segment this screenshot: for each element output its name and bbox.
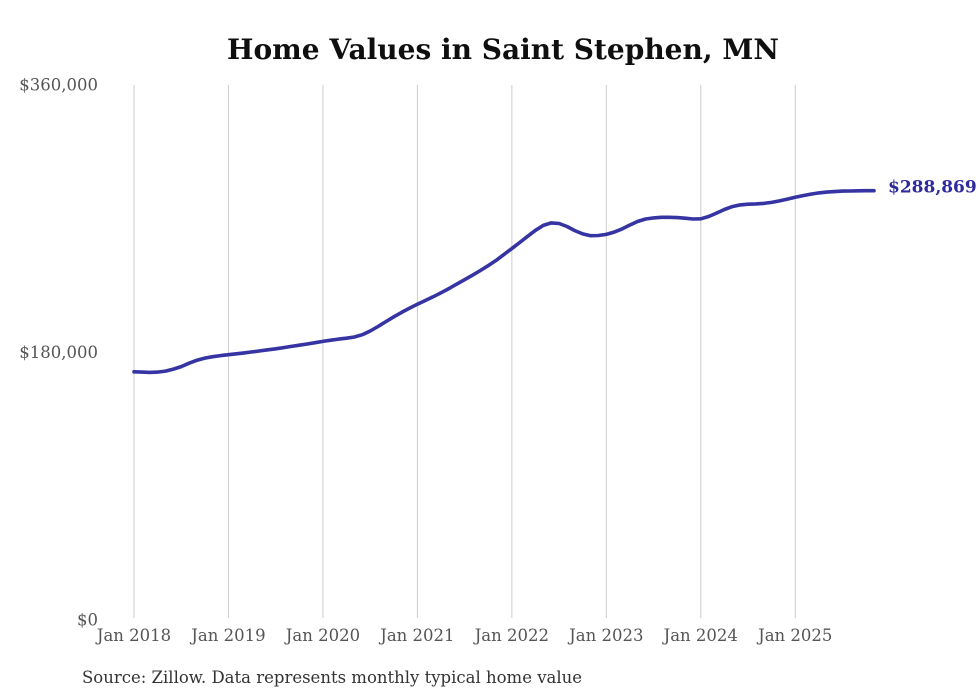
x-tick-label: Jan 2025: [756, 626, 832, 645]
current-value-label: $288,869: [888, 178, 977, 198]
x-tick-label: Jan 2018: [95, 626, 171, 645]
x-tick-label: Jan 2024: [662, 626, 738, 645]
x-tick-label: Jan 2021: [378, 626, 454, 645]
source-note: Source: Zillow. Data represents monthly …: [82, 668, 582, 687]
chart-title: Home Values in Saint Stephen, MN: [227, 33, 779, 66]
x-tick-label: Jan 2019: [189, 626, 265, 645]
y-axis-labels: $0 $180,000 $360,000: [19, 76, 98, 630]
home-value-line: [132, 188, 876, 375]
x-tick-label: Jan 2022: [473, 626, 549, 645]
x-tick-label: Jan 2020: [284, 626, 360, 645]
gridlines: [133, 85, 796, 618]
x-axis-labels: Jan 2018 Jan 2019 Jan 2020 Jan 2021 Jan 2022…: [95, 626, 833, 645]
x-tick-label: Jan 2023: [567, 626, 643, 645]
y-tick-label: $0: [77, 611, 98, 630]
y-tick-label: $180,000: [19, 343, 98, 362]
y-tick-label: $360,000: [19, 76, 98, 95]
